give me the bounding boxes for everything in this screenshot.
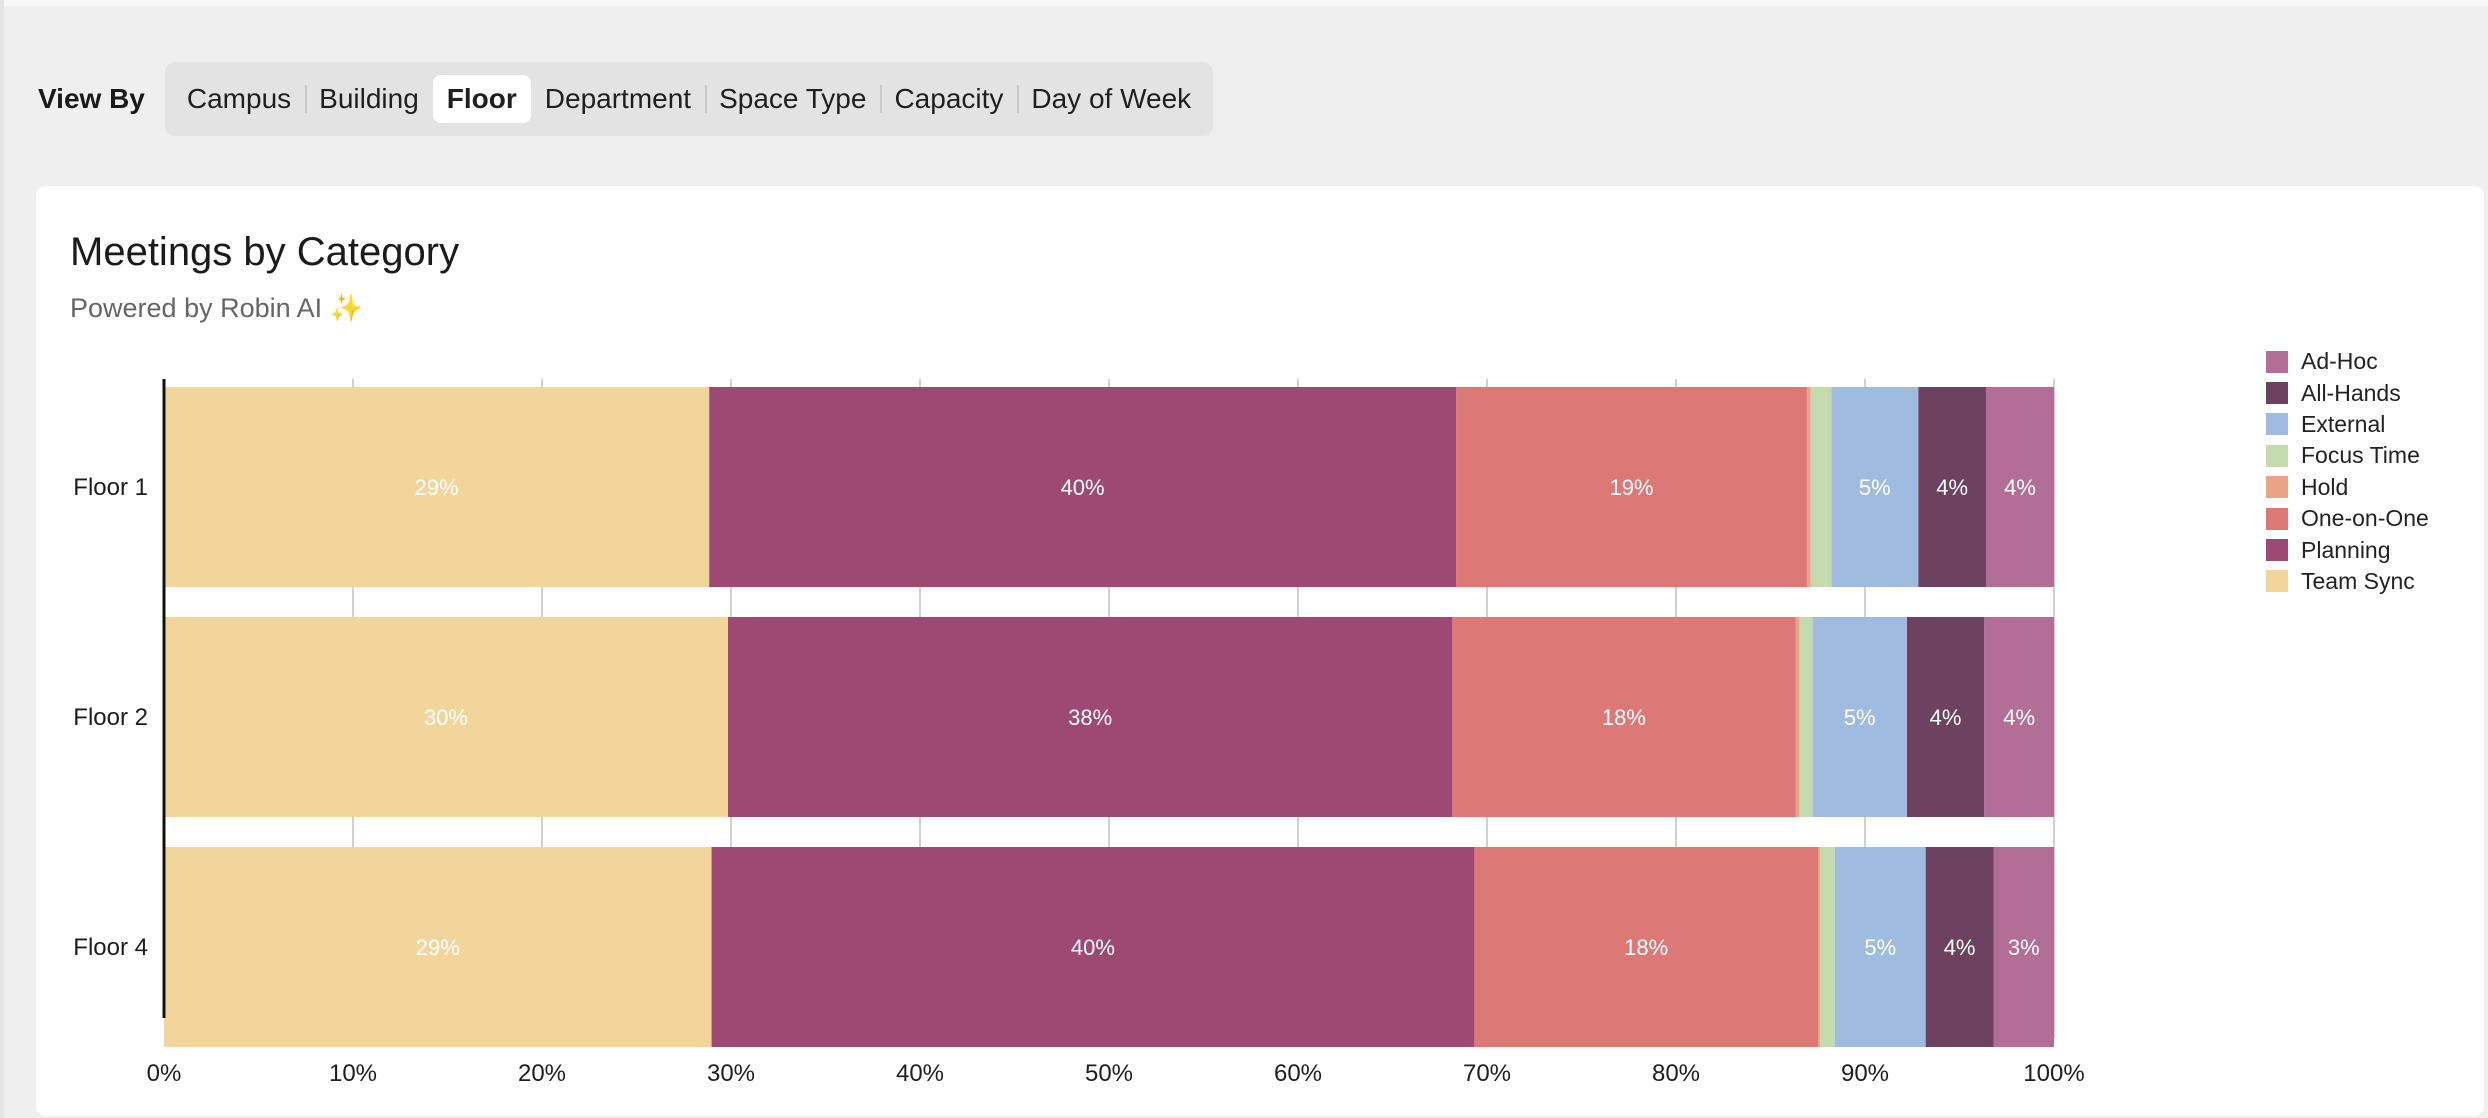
data-label: 4% [2003, 705, 2035, 730]
legend-label: Focus Time [2301, 442, 2420, 469]
legend-item-focus-time[interactable]: Focus Time [2266, 440, 2429, 471]
chart-legend: Ad-Hoc All-Hands External Focus Time Hold One… [2266, 346, 2429, 597]
view-by-option-capacity[interactable]: Capacity [880, 75, 1017, 123]
legend-item-all-hands[interactable]: All-Hands [2266, 377, 2429, 408]
view-by-option-floor[interactable]: Floor [432, 75, 531, 123]
legend-label: All-Hands [2301, 379, 2401, 406]
view-by-option-space-type[interactable]: Space Type [705, 75, 880, 123]
card-subtitle: Powered by Robin AI ✨ [70, 292, 363, 324]
y-category-label: Floor 4 [73, 934, 148, 961]
legend-item-hold[interactable]: Hold [2266, 472, 2429, 503]
bar-segment-one-on-one-floor-1[interactable] [1456, 387, 1807, 587]
view-by-option-building[interactable]: Building [305, 75, 433, 123]
bar-segment-one-on-one-floor-2[interactable] [1452, 617, 1796, 817]
card-subtitle-text: Powered by Robin AI [70, 293, 323, 323]
legend-label: Planning [2301, 536, 2391, 563]
legend-label: Team Sync [2301, 567, 2415, 594]
data-label: 29% [416, 935, 460, 960]
x-tick-label: 100% [2023, 1060, 2084, 1087]
legend-swatch [2266, 382, 2288, 405]
x-tick-label: 40% [896, 1060, 944, 1087]
legend-label: Hold [2301, 473, 2349, 500]
legend-label: One-on-One [2301, 505, 2429, 532]
legend-label: Ad-Hoc [2301, 348, 2378, 375]
bar-segment-focus-time-floor-2[interactable] [1799, 617, 1813, 817]
legend-item-team-sync[interactable]: Team Sync [2266, 566, 2429, 597]
legend-item-ad-hoc[interactable]: Ad-Hoc [2266, 346, 2429, 377]
bar-segment-team-sync-floor-1[interactable] [164, 387, 710, 587]
data-label: 4% [1944, 935, 1976, 960]
bar-segment-all-hands-floor-2[interactable] [1906, 617, 1985, 817]
view-by-control: View By Campus Building Floor Department Spa… [38, 62, 1214, 136]
view-by-option-day-of-week[interactable]: Day of Week [1017, 75, 1205, 123]
bar-segment-all-hands-floor-1[interactable] [1918, 387, 1987, 587]
data-label: 30% [424, 705, 468, 730]
data-label: 29% [415, 475, 459, 500]
x-tick-label: 30% [707, 1060, 755, 1087]
x-tick-label: 20% [518, 1060, 566, 1087]
page-left-edge [0, 0, 4, 1118]
data-label: 5% [1864, 935, 1896, 960]
bar-segment-planning-floor-1[interactable] [709, 387, 1457, 587]
y-category-label: Floor 2 [73, 704, 148, 731]
data-label: 4% [1936, 475, 1968, 500]
bar-segment-hold-floor-2[interactable] [1795, 617, 1800, 817]
x-tick-label: 70% [1463, 1060, 1511, 1087]
data-label: 4% [2004, 475, 2036, 500]
legend-swatch [2266, 444, 2288, 467]
legend-swatch [2266, 413, 2288, 436]
data-label: 5% [1844, 705, 1876, 730]
bar-segment-hold-floor-4[interactable] [1817, 847, 1820, 1047]
legend-item-external[interactable]: External [2266, 409, 2429, 440]
bar-segment-focus-time-floor-4[interactable] [1819, 847, 1835, 1047]
legend-swatch [2266, 539, 2288, 562]
data-label: 40% [1071, 935, 1115, 960]
data-label: 40% [1061, 475, 1105, 500]
meetings-by-category-card: Meetings by Category Powered by Robin AI… [36, 186, 2484, 1116]
view-by-option-department[interactable]: Department [544, 83, 692, 114]
bar-segment-planning-floor-2[interactable] [727, 617, 1453, 817]
data-label: 18% [1602, 705, 1646, 730]
bar-segment-all-hands-floor-4[interactable] [1925, 847, 1994, 1047]
legend-label: External [2301, 410, 2386, 437]
page-top-edge [0, 0, 2488, 6]
data-label: 5% [1859, 475, 1891, 500]
sparkles-icon: ✨ [329, 293, 364, 323]
view-by-segmented-control: Campus Building Floor Department Space Type C… [164, 62, 1214, 136]
bar-segment-planning-floor-4[interactable] [711, 847, 1475, 1047]
bar-segment-team-sync-floor-4[interactable] [164, 847, 712, 1047]
data-label: 18% [1624, 935, 1668, 960]
legend-swatch [2266, 350, 2288, 373]
legend-swatch [2266, 507, 2288, 530]
bar-segment-focus-time-floor-1[interactable] [1810, 387, 1832, 587]
data-label: 19% [1609, 475, 1653, 500]
stacked-bar-chart: 100% 90% 80% 70% 60% 50% 40% 30% 20% 10% 0% 4% 4% 5% 1… [73, 379, 2085, 1087]
view-by-option-campus[interactable]: Campus [186, 83, 292, 114]
legend-item-planning[interactable]: Planning [2266, 534, 2429, 565]
bar-segment-ad-hoc-floor-1[interactable] [1986, 387, 2054, 587]
bar-segment-one-on-one-floor-4[interactable] [1474, 847, 1818, 1047]
data-label: 4% [1930, 705, 1962, 730]
bar-segment-team-sync-floor-2[interactable] [164, 617, 728, 817]
legend-item-one-on-one[interactable]: One-on-One [2266, 503, 2429, 534]
card-title: Meetings by Category [70, 230, 460, 274]
bar-segment-hold-floor-1[interactable] [1806, 387, 1811, 587]
bar-segment-external-floor-2[interactable] [1812, 617, 1907, 817]
bar-segment-external-floor-4[interactable] [1834, 847, 1926, 1047]
legend-swatch [2266, 570, 2288, 593]
x-tick-label: 90% [1841, 1060, 1889, 1087]
view-by-label: View By [38, 83, 145, 114]
y-category-label: Floor 1 [73, 474, 148, 501]
x-tick-label: 10% [329, 1060, 377, 1087]
x-tick-label: 80% [1652, 1060, 1700, 1087]
legend-swatch [2266, 476, 2288, 499]
x-tick-label: 50% [1085, 1060, 1133, 1087]
x-tick-label: 60% [1274, 1060, 1322, 1087]
data-label: 38% [1068, 705, 1112, 730]
data-label: 3% [2008, 935, 2040, 960]
bar-segment-ad-hoc-floor-2[interactable] [1984, 617, 2054, 817]
x-tick-label: 0% [147, 1060, 182, 1087]
bar-segment-ad-hoc-floor-4[interactable] [1993, 847, 2054, 1047]
bar-segment-external-floor-1[interactable] [1831, 387, 1919, 587]
